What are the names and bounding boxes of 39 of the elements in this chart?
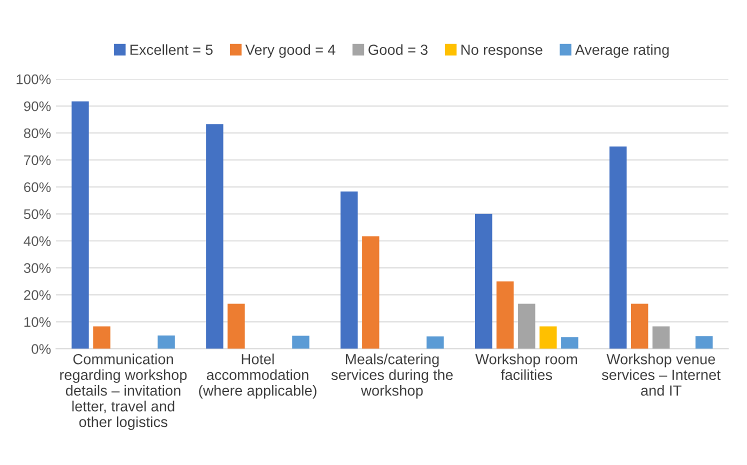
x-tick-label: Meals/catering services during the workshop bbox=[331, 354, 453, 399]
bar bbox=[518, 304, 536, 349]
bar bbox=[362, 236, 380, 349]
y-tick-label: 50% bbox=[24, 209, 51, 220]
legend-label: Good = 3 bbox=[368, 44, 428, 55]
bar bbox=[540, 326, 557, 349]
x-tick-label: Hotel accommodation (where applicable) bbox=[199, 354, 316, 399]
legend-label: Average rating bbox=[575, 44, 669, 58]
y-tick-label: 80% bbox=[24, 128, 51, 138]
bar bbox=[561, 337, 578, 349]
legend-label: Very good = 4 bbox=[245, 44, 336, 58]
bar bbox=[630, 304, 648, 349]
bar bbox=[93, 326, 110, 349]
bar bbox=[475, 214, 492, 349]
y-tick-label: 100% bbox=[16, 74, 51, 84]
bar bbox=[228, 304, 245, 349]
y-tick-label: 30% bbox=[24, 263, 51, 274]
x-tick-label: Communication regarding workshop details – invitation letter, travel and other logistics bbox=[60, 354, 187, 430]
y-tick-label: 70% bbox=[24, 155, 51, 166]
bar bbox=[72, 101, 89, 349]
y-tick-label: 0% bbox=[32, 344, 51, 354]
bar bbox=[206, 124, 224, 349]
x-tick-label: Workshop venue services – Internet and IT bbox=[602, 354, 721, 396]
bar bbox=[496, 281, 514, 349]
legend-label: No response bbox=[461, 44, 542, 58]
y-tick-label: 20% bbox=[24, 290, 51, 300]
y-tick-label: 40% bbox=[24, 236, 51, 246]
y-tick-label: 10% bbox=[24, 317, 51, 327]
y-tick-label: 60% bbox=[24, 182, 51, 192]
bar bbox=[340, 192, 358, 349]
bar bbox=[652, 326, 670, 349]
bar bbox=[158, 336, 175, 349]
bar bbox=[292, 336, 310, 349]
x-tick-label: Workshop room facilities bbox=[475, 354, 578, 380]
legend-label: Excellent = 5 bbox=[130, 44, 213, 55]
y-tick-label: 90% bbox=[24, 101, 51, 112]
bar bbox=[426, 336, 444, 349]
bar bbox=[696, 336, 713, 349]
bar bbox=[609, 146, 627, 349]
